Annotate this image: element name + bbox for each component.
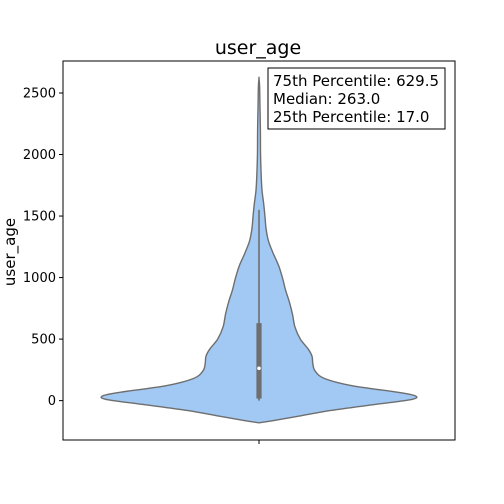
annotation-line-q1: 25th Percentile: 17.0 (273, 108, 429, 126)
y-axis-label: user_age (1, 218, 20, 286)
violin-iqr-box (256, 323, 262, 399)
y-axis-ticks: 0 500 1000 1500 2000 2500 (23, 86, 63, 409)
y-tick-label: 500 (31, 333, 56, 348)
y-tick-label: 0 (48, 394, 56, 409)
annotation-box (267, 67, 446, 130)
percentile-annotation: 75th Percentile: 629.5 Median: 263.0 25t… (267, 67, 446, 130)
violin-median-dot (257, 366, 261, 371)
y-tick-label: 2000 (23, 148, 56, 163)
annotation-line-median: Median: 263.0 (273, 90, 380, 108)
y-tick-label: 1000 (23, 271, 56, 286)
annotation-line-q3: 75th Percentile: 629.5 (273, 72, 439, 90)
y-tick-label: 2500 (23, 86, 56, 101)
box-layer (256, 209, 262, 401)
chart-title: user_age (215, 37, 301, 59)
y-tick-label: 1500 (23, 210, 56, 225)
